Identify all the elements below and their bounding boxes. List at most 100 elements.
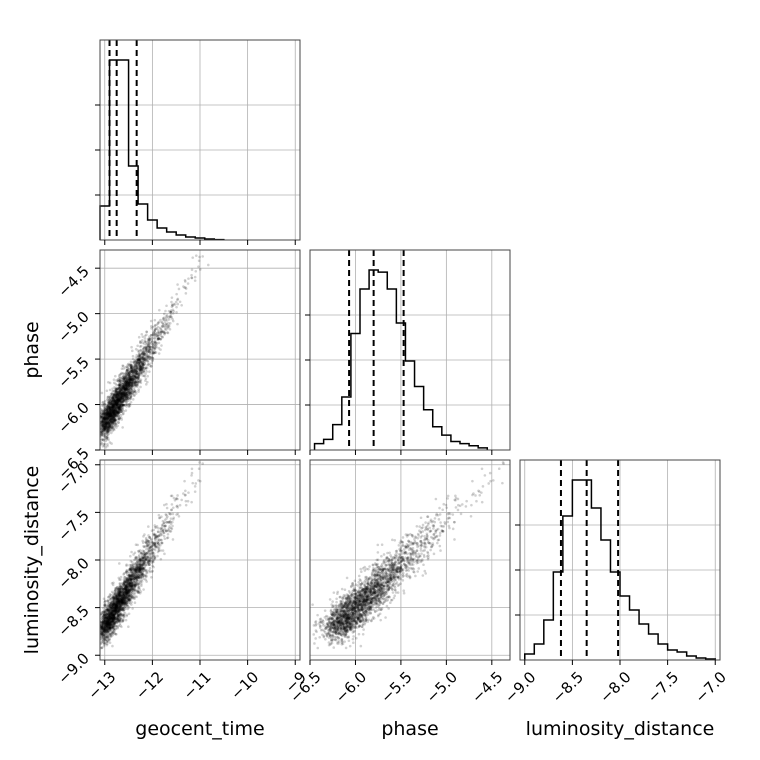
sample-point: [148, 536, 151, 539]
sample-point: [112, 411, 116, 415]
sample-point: [123, 379, 127, 383]
sample-point: [142, 360, 146, 363]
sample-point: [112, 418, 115, 422]
sample-point: [125, 393, 129, 397]
sample-point: [108, 407, 112, 410]
sample-point: [134, 375, 138, 379]
sample-point: [141, 361, 145, 364]
sample-point: [190, 500, 193, 504]
sample-point: [118, 405, 122, 408]
sample-point: [102, 427, 106, 431]
sample-point: [134, 367, 137, 371]
sample-point: [100, 437, 104, 441]
sample-point: [164, 325, 167, 329]
sample-point: [105, 417, 108, 421]
sample-point: [145, 345, 149, 349]
sample-point: [112, 415, 116, 419]
sample-point: [110, 417, 113, 421]
sample-point: [139, 360, 143, 364]
sample-point: [123, 393, 127, 397]
sample-point: [113, 409, 117, 413]
sample-point: [166, 536, 170, 539]
sample-point: [119, 410, 122, 414]
sample-point: [105, 416, 109, 420]
sample-point: [112, 401, 116, 405]
sample-point: [116, 400, 120, 404]
sample-point: [198, 255, 201, 259]
sample-point: [184, 499, 188, 503]
sample-point: [176, 297, 180, 301]
sample-point: [114, 408, 118, 412]
sample-point: [125, 385, 128, 389]
sample-point: [107, 412, 110, 416]
sample-point: [131, 379, 135, 383]
sample-point: [137, 335, 141, 339]
sample-point: [115, 392, 118, 396]
sample-point: [165, 304, 168, 308]
sample-point: [121, 385, 124, 388]
sample-point: [114, 402, 118, 406]
sample-point: [151, 333, 155, 336]
sample-point: [110, 405, 114, 409]
sample-point: [113, 399, 117, 403]
sample-point: [97, 616, 100, 619]
sample-point: [117, 390, 120, 394]
sample-point: [154, 341, 158, 344]
sample-point: [115, 410, 118, 414]
sample-point: [132, 370, 135, 373]
sample-point: [147, 340, 151, 343]
sample-point: [123, 394, 127, 397]
sample-point: [134, 377, 138, 380]
sample-point: [139, 367, 142, 371]
sample-point: [161, 318, 165, 321]
sample-point: [164, 309, 167, 313]
sample-point: [141, 352, 144, 356]
sample-point: [112, 393, 116, 397]
sample-point: [119, 395, 123, 399]
sample-point: [101, 444, 105, 448]
sample-point: [121, 408, 124, 411]
sample-point: [107, 412, 110, 416]
sample-point: [108, 417, 111, 421]
sample-point: [125, 383, 128, 386]
sample-point: [119, 413, 123, 417]
sample-point: [169, 315, 173, 319]
sample-point: [117, 421, 120, 424]
sample-point: [190, 276, 193, 280]
sample-point: [131, 367, 135, 371]
sample-point: [144, 349, 148, 352]
sample-point: [177, 514, 181, 518]
sample-point: [117, 406, 121, 409]
sample-point: [108, 415, 112, 419]
sample-point: [138, 369, 142, 373]
sample-point: [108, 428, 112, 432]
sample-point: [105, 411, 108, 415]
sample-point: [117, 399, 121, 402]
sample-point: [107, 415, 111, 419]
sample-point: [105, 435, 108, 439]
sample-point: [129, 391, 133, 394]
sample-point: [118, 394, 121, 397]
sample-point: [128, 554, 132, 558]
sample-point: [129, 365, 132, 369]
sample-point: [103, 414, 107, 418]
sample-point: [170, 303, 174, 306]
sample-point: [103, 427, 107, 431]
sample-point: [138, 357, 142, 361]
sample-point: [126, 377, 129, 380]
sample-point: [116, 400, 119, 404]
sample-point: [104, 409, 107, 413]
sample-point: [100, 420, 104, 424]
sample-point: [112, 403, 116, 406]
sample-point: [122, 374, 125, 378]
sample-point: [132, 369, 136, 373]
sample-point: [127, 362, 130, 366]
sample-point: [136, 366, 139, 370]
sample-point: [115, 379, 118, 382]
sample-point: [106, 422, 109, 426]
sample-point: [115, 397, 119, 400]
sample-point: [108, 395, 112, 398]
sample-point: [124, 386, 128, 390]
sample-point: [115, 410, 119, 414]
sample-point: [157, 337, 160, 340]
